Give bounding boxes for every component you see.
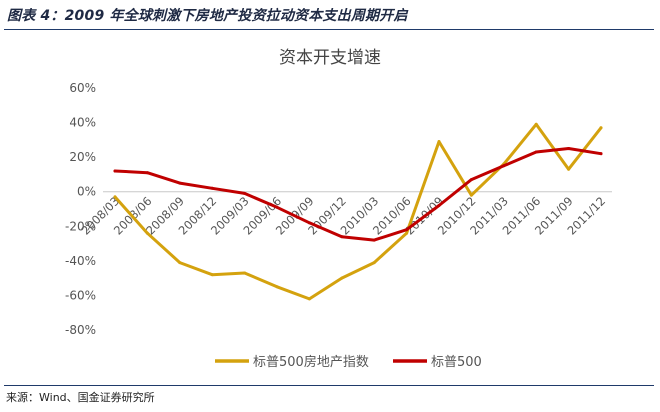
series-layer — [113, 122, 603, 301]
data-point — [113, 195, 117, 199]
data-point — [599, 126, 603, 130]
figure-header: 图表 4：2009 年全球刺激下房地产投资拉动资本支出周期开启 — [0, 0, 660, 30]
y-tick-label: -20% — [65, 219, 96, 233]
chart-title: 资本开支增速 — [279, 48, 381, 68]
y-axis-tick-labels: 60% 40% 20% 0% -20% -40% -60% -80% — [65, 81, 96, 337]
data-point — [113, 169, 117, 173]
data-point — [502, 164, 506, 168]
data-point — [145, 171, 149, 175]
data-point — [405, 231, 409, 235]
series-line-1 — [113, 147, 603, 242]
data-point — [437, 204, 441, 208]
data-point — [340, 235, 344, 239]
x-axis-tick-labels: 2008/032008/062008/092008/122009/032009/… — [78, 194, 608, 238]
legend-label: 标普500房地产指数 — [253, 354, 369, 370]
source-note: 来源：Wind、国金证券研究所 — [6, 391, 155, 404]
legend-label: 标普500 — [431, 355, 482, 370]
data-point — [275, 285, 279, 289]
data-point — [567, 167, 571, 171]
data-point — [340, 276, 344, 280]
top-rule — [4, 29, 654, 30]
y-tick-label: -80% — [65, 323, 96, 337]
data-point — [372, 261, 376, 265]
bottom-rule — [4, 385, 654, 386]
data-point — [307, 297, 311, 301]
y-tick-label: 40% — [69, 116, 96, 130]
data-point — [243, 191, 247, 195]
data-point — [469, 193, 473, 197]
legend: 标普500房地产指数 标普500 — [215, 354, 482, 370]
data-point — [210, 186, 214, 190]
data-point — [243, 271, 247, 275]
y-tick-label: 20% — [69, 150, 96, 164]
data-point — [437, 140, 441, 144]
y-tick-label: -40% — [65, 254, 96, 268]
data-point — [534, 150, 538, 154]
data-point — [469, 178, 473, 182]
data-point — [567, 147, 571, 150]
data-point — [145, 231, 149, 235]
data-point — [405, 228, 409, 232]
data-point — [210, 273, 214, 277]
figure-caption: 图表 4：2009 年全球刺激下房地产投资拉动资本支出周期开启 — [7, 8, 408, 24]
y-tick-label: -60% — [65, 288, 96, 302]
y-tick-label: 60% — [69, 81, 96, 95]
data-point — [178, 181, 182, 185]
y-tick-label: 0% — [77, 185, 96, 199]
data-point — [178, 261, 182, 265]
data-point — [372, 238, 376, 242]
data-point — [307, 221, 311, 225]
data-point — [534, 122, 538, 126]
series-line-0 — [113, 122, 603, 301]
data-point — [275, 205, 279, 209]
data-point — [599, 152, 603, 156]
